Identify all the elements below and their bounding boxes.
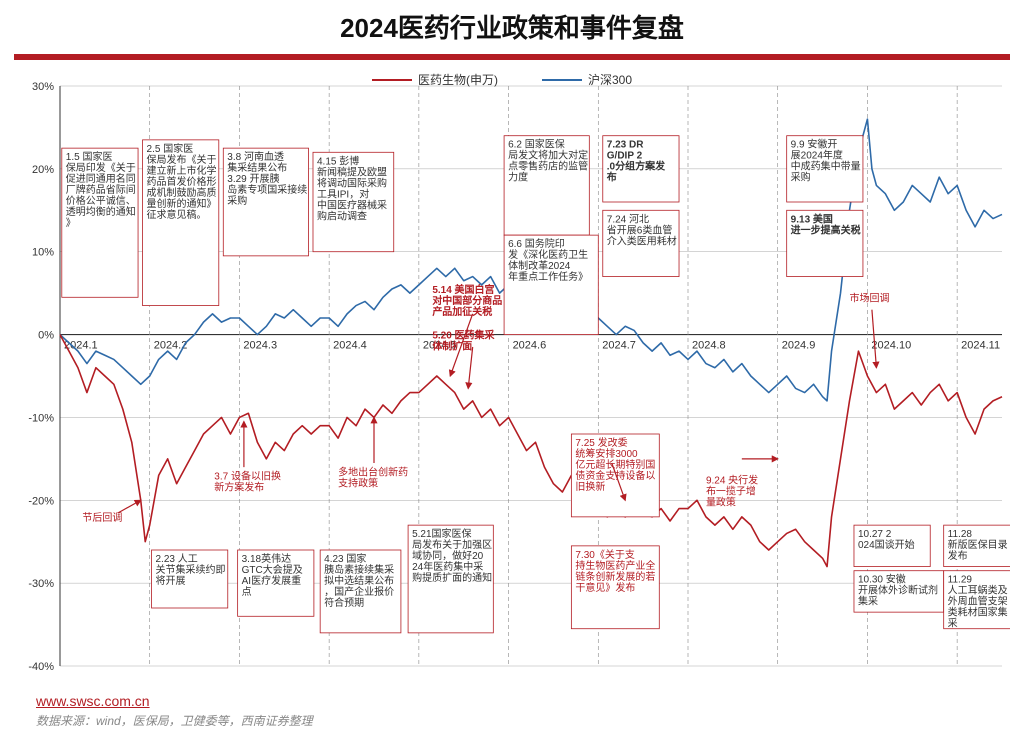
svg-text:30%: 30%: [32, 81, 54, 93]
svg-text:节后回调: 节后回调: [82, 512, 122, 524]
svg-text:沪深300: 沪深300: [588, 73, 632, 87]
svg-text:5.14 美国白宫对中国部分商品产品加征关税: 5.14 美国白宫对中国部分商品产品加征关税: [432, 283, 502, 318]
source-note: 数据来源：wind，医保局，卫健委等，西南证券整理: [36, 712, 313, 729]
title-divider: [14, 54, 1010, 60]
svg-text:2024.10: 2024.10: [871, 340, 911, 352]
page-title: 2024医药行业政策和事件复盘: [0, 8, 1024, 45]
chart-container: 2024医药行业政策和事件复盘 -40% -30% -20% -10% 0% 10% 20%…: [0, 0, 1024, 741]
svg-text:2024.6: 2024.6: [513, 340, 547, 352]
svg-text:2024.11: 2024.11: [961, 340, 1000, 352]
svg-text:多地出台创新药支持政策: 多地出台创新药支持政策: [338, 465, 408, 489]
svg-text:市场回调: 市场回调: [849, 291, 889, 304]
watermark: www.swsc.com.cn: [36, 693, 150, 709]
svg-text:3.7 设备以旧换新方案发布: 3.7 设备以旧换新方案发布: [214, 470, 281, 494]
svg-text:2024.7: 2024.7: [602, 340, 636, 352]
svg-text:医药生物(申万): 医药生物(申万): [418, 73, 498, 87]
svg-text:-10%: -10%: [28, 412, 54, 424]
svg-text:20%: 20%: [32, 164, 54, 176]
svg-text:0%: 0%: [38, 330, 54, 342]
svg-text:-30%: -30%: [28, 578, 54, 590]
svg-text:2024.3: 2024.3: [243, 340, 277, 352]
svg-text:9.24 央行发布一揽子增量政策: 9.24 央行发布一揽子增量政策: [706, 474, 758, 509]
line-chart: -40%-30%-20%-10%0%10%20%30%2024.12024.22…: [14, 66, 1010, 706]
svg-text:2024.9: 2024.9: [782, 340, 816, 352]
svg-text:-20%: -20%: [28, 495, 54, 507]
svg-text:-40%: -40%: [28, 661, 54, 673]
svg-text:2024.8: 2024.8: [692, 340, 726, 352]
svg-text:10%: 10%: [32, 247, 54, 259]
svg-text:2024.4: 2024.4: [333, 340, 367, 352]
